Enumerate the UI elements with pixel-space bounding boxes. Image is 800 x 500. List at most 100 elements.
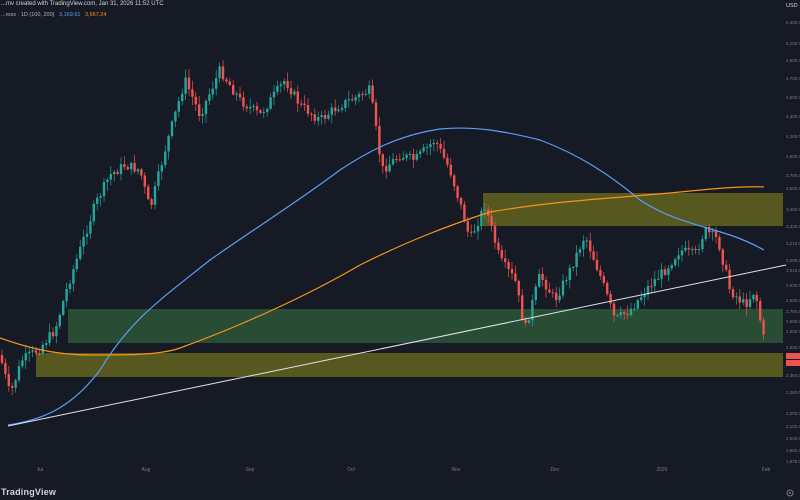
indicator-legend[interactable]: ...ross · 1D (100, 200) 3,169.61 3,667.2…: [1, 12, 106, 18]
candle-body: [589, 240, 592, 252]
candle-body: [531, 300, 534, 321]
candle-body: [45, 343, 48, 345]
candle-body: [728, 269, 731, 290]
candle-body: [221, 66, 225, 80]
candle-body: [439, 144, 442, 149]
candle-body: [602, 275, 605, 283]
y-tick-label: 2,755.00: [786, 309, 800, 314]
candle-body: [150, 199, 153, 205]
candle-body: [422, 147, 425, 152]
zones-layer: [36, 193, 783, 377]
candle-body: [113, 171, 116, 175]
candle-body: [510, 268, 514, 274]
candle-body: [85, 233, 89, 237]
candle-body: [31, 350, 34, 352]
candle-body: [497, 242, 500, 251]
candle-body: [466, 221, 469, 232]
x-tick-label: Oct: [347, 467, 355, 473]
candle-body: [704, 226, 707, 240]
candle-body: [160, 165, 163, 172]
candle-body: [102, 182, 106, 197]
candle-body: [667, 268, 670, 275]
y-tick-label: 3,900.00: [786, 154, 800, 159]
candle-body: [286, 81, 289, 89]
candle-body: [391, 158, 395, 165]
logo-text: TradingView: [1, 487, 57, 497]
candle-body: [235, 93, 238, 95]
candle-body: [347, 99, 350, 101]
candle-body: [143, 175, 146, 187]
candle-body: [215, 77, 218, 89]
candle-body: [412, 153, 415, 160]
candle-body: [514, 273, 517, 281]
candle-body: [41, 344, 44, 354]
candle-body: [578, 249, 582, 253]
candle-body: [378, 125, 381, 155]
y-tick-label: 5,300.00: [786, 20, 800, 25]
candle-body: [55, 326, 58, 337]
candle-body: [38, 352, 41, 354]
x-axis: Jul Aug Sep Oct Nov Dec 2026 Feb: [37, 467, 771, 473]
candle-body: [714, 230, 718, 238]
candles-layer: [0, 60, 765, 395]
y-tick-label: 4,100.00: [786, 134, 800, 139]
candle-body: [534, 286, 537, 301]
candle-body: [194, 96, 197, 105]
candle-body: [721, 249, 724, 265]
y-tick-label: 4,700.00: [786, 76, 800, 81]
candle-body: [762, 320, 765, 335]
candle-body: [157, 171, 160, 187]
sma-100-line: [7, 127, 765, 426]
candle-body: [170, 121, 174, 136]
y-tick-label: 3,010.00: [786, 268, 800, 273]
candle-body: [521, 295, 524, 320]
candle-body: [147, 186, 150, 200]
candle-body: [582, 240, 585, 250]
candle-body: [708, 226, 711, 233]
candle-body: [75, 258, 78, 270]
candle-body: [116, 171, 119, 174]
candle-body: [674, 259, 677, 266]
candle-body: [636, 300, 639, 309]
candle-body: [629, 308, 633, 316]
candle-body: [735, 296, 738, 298]
candle-body: [28, 351, 31, 354]
candle-body: [58, 314, 61, 327]
candle-body: [640, 297, 643, 301]
candle-body: [657, 278, 660, 280]
candle-body: [660, 269, 663, 279]
candle-body: [259, 110, 262, 113]
candle-body: [48, 332, 51, 344]
candle-body: [89, 221, 92, 234]
candle-body: [96, 197, 99, 204]
settings-icon[interactable]: [785, 488, 795, 498]
candle-body: [323, 115, 327, 119]
candle-body: [643, 294, 646, 298]
candle-body: [425, 147, 429, 149]
candle-body: [480, 210, 483, 226]
candle-body: [269, 97, 272, 109]
candle-body: [694, 249, 697, 251]
last-price-tag: [786, 353, 800, 366]
candle-body: [255, 106, 259, 111]
y-tick-label: 3,210.00: [786, 241, 800, 246]
candle-body: [456, 186, 459, 198]
candle-body: [429, 144, 432, 148]
candle-body: [555, 292, 558, 301]
candle-body: [133, 162, 136, 172]
candle-body: [684, 247, 687, 251]
candle-body: [595, 259, 599, 270]
sma100-value: 3,169.61: [59, 12, 81, 18]
y-tick-label: 3,700.00: [786, 173, 800, 178]
candle-body: [136, 169, 140, 172]
candle-body: [242, 97, 245, 107]
y-tick-label: 2,040.00: [786, 436, 800, 441]
y-tick-label: 3,090.00: [786, 258, 800, 263]
candle-body: [585, 240, 588, 242]
candle-body: [626, 313, 629, 316]
candle-body: [442, 148, 446, 158]
candle-body: [272, 91, 276, 98]
candle-body: [65, 288, 68, 302]
candle-body: [0, 355, 4, 363]
